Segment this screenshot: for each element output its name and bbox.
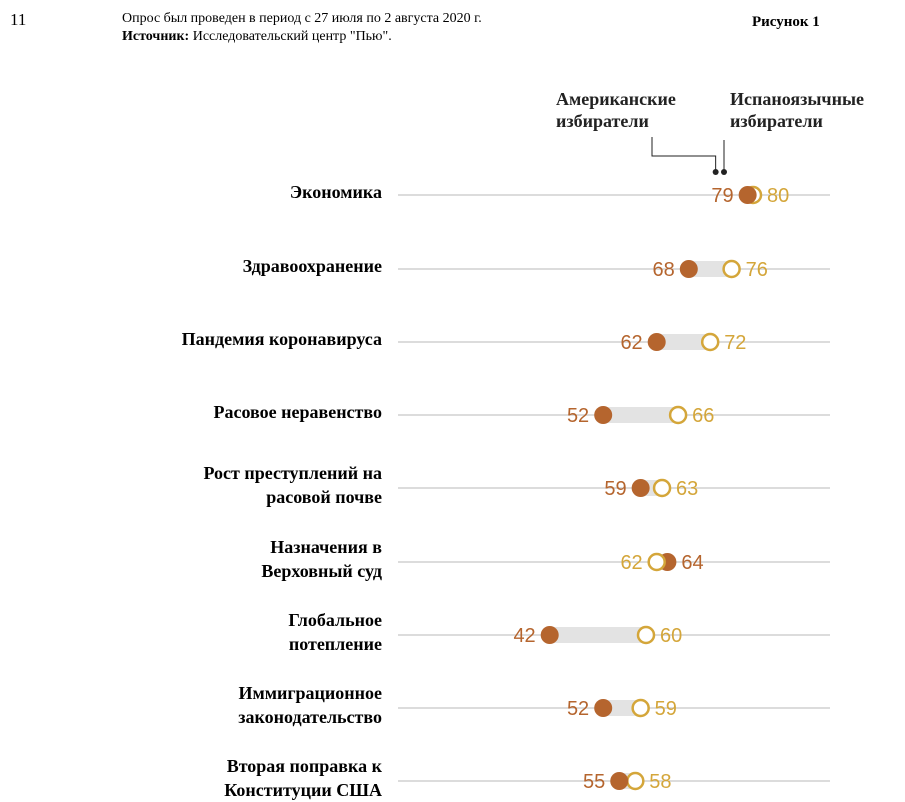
american-point: [594, 699, 613, 717]
range-bar: [656, 334, 711, 350]
data-label-left: 52: [567, 405, 589, 427]
data-label-left: 62: [620, 552, 642, 574]
category-label-line: Назначения в: [270, 537, 382, 557]
legend-hispanic-leader-dot: [721, 169, 727, 175]
hispanic-point: [652, 478, 672, 498]
category-label-line: Конституции США: [224, 780, 382, 800]
page-number: 11: [10, 10, 27, 29]
legend-hispanic-voters: Испаноязычные избиратели: [730, 89, 864, 131]
category-label-line: Здравоохранение: [242, 256, 382, 276]
american-point: [631, 479, 650, 497]
hispanic-point: [636, 625, 656, 645]
data-label-left: 79: [711, 185, 733, 207]
data-label-right: 59: [655, 698, 677, 720]
range-bar: [688, 261, 732, 277]
data-label-right: 60: [660, 625, 682, 647]
data-label-left: 42: [513, 625, 535, 647]
data-label-right: 72: [724, 332, 746, 354]
survey-date-text: Опрос был проведен в период с 27 июля по…: [122, 11, 482, 26]
category-label-line: Глобальное: [288, 610, 382, 630]
range-bar: [603, 407, 679, 423]
category-label-line: расовой почве: [266, 487, 382, 507]
category-label: Глобальное потепление: [82, 608, 382, 656]
category-label-line: Рост преступлений на: [203, 463, 382, 483]
category-label-line: Вторая поправка к: [226, 756, 382, 776]
category-label: Назначения в Верховный суд: [82, 535, 382, 583]
category-label-line: потепление: [288, 634, 382, 654]
category-label: Иммиграционное законодательство: [82, 681, 382, 729]
category-label: Пандемия коронавируса: [82, 327, 382, 351]
hispanic-point: [631, 698, 650, 718]
category-label: Здравоохранение: [82, 254, 382, 278]
american-point: [610, 772, 629, 790]
hispanic-point: [668, 405, 688, 425]
range-bar: [549, 627, 646, 643]
hispanic-point: [722, 259, 741, 279]
category-label: Экономика: [82, 180, 382, 204]
source-line: Источник: Исследовательский центр "Пью".: [122, 28, 482, 46]
data-label-left: 55: [583, 771, 605, 793]
data-label-left: 68: [653, 259, 675, 281]
data-label-left: 62: [620, 332, 642, 354]
category-label: Расовое неравенство: [82, 400, 382, 424]
american-point: [679, 260, 698, 278]
american-point: [594, 406, 613, 424]
data-label-right: 76: [746, 259, 768, 281]
range-bar: [603, 700, 641, 716]
data-label-right: 64: [681, 552, 703, 574]
source-label: Источник:: [122, 29, 190, 44]
survey-note: Опрос был проведен в период с 27 июля по…: [122, 10, 482, 46]
figure-label: Рисунок 1: [752, 14, 820, 30]
category-label-line: Экономика: [289, 182, 382, 202]
category-label: Вторая поправка к Конституции США: [82, 754, 382, 802]
american-point: [738, 186, 757, 204]
american-point: [647, 333, 666, 351]
hispanic-point: [647, 552, 666, 572]
category-label-line: Пандемия коронавируса: [181, 329, 382, 349]
legend-american-leader-dot: [712, 169, 719, 175]
data-label-right: 63: [676, 478, 698, 500]
data-label-left: 59: [604, 478, 626, 500]
category-label-line: Расовое неравенство: [213, 402, 382, 422]
category-label: Рост преступлений на расовой почве: [82, 461, 382, 509]
american-point: [540, 626, 559, 644]
hispanic-point: [626, 771, 645, 791]
data-label-left: 52: [567, 698, 589, 720]
source-text: Исследовательский центр "Пью".: [189, 29, 392, 44]
data-label-right: 66: [692, 405, 714, 427]
category-label-line: Верховный суд: [261, 561, 382, 581]
category-label-line: Иммиграционное: [238, 683, 382, 703]
data-label-right: 58: [649, 771, 671, 793]
legend-american-voters: Американские избиратели: [556, 89, 676, 131]
data-label-right: 80: [767, 185, 789, 207]
hispanic-point: [700, 332, 720, 352]
category-label-line: законодательство: [238, 707, 382, 727]
legend-american-leader: [651, 137, 717, 172]
